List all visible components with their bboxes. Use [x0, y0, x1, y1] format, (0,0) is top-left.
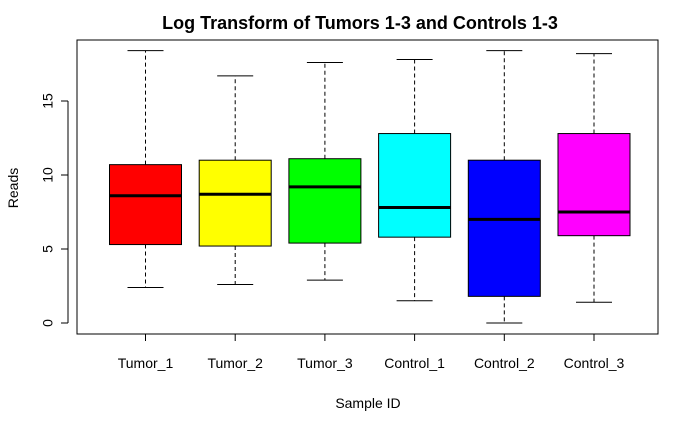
x-tick-label: Control_2: [474, 355, 535, 371]
box-body: [557, 133, 631, 237]
box-tumor-1: [109, 50, 182, 288]
box-tumor-2: [198, 75, 272, 286]
box-body: [467, 159, 541, 297]
y-tick-label: 0: [40, 319, 56, 327]
box-tumor-3: [288, 62, 362, 281]
y-axis-label: Reads: [5, 168, 21, 208]
x-tick-label: Tumor_1: [118, 355, 174, 371]
y-tick-label: 5: [40, 245, 56, 253]
boxes: [109, 50, 631, 324]
y-axis: 0 5 10 15: [40, 93, 69, 327]
box-body: [109, 164, 182, 246]
x-tick-label: Control_1: [384, 355, 445, 371]
x-tick-label: Control_3: [564, 355, 625, 371]
box-body: [378, 133, 452, 238]
box-control-3: [557, 53, 631, 303]
x-axis-label: Sample ID: [335, 395, 400, 411]
y-tick-label: 10: [40, 167, 56, 183]
box-control-2: [467, 50, 541, 324]
box-body: [198, 159, 272, 247]
x-tick-labels: Tumor_1 Tumor_2 Tumor_3 Control_1 Control_2 C…: [118, 334, 625, 371]
chart-title: Log Transform of Tumors 1-3 and Controls…: [162, 13, 558, 33]
box-body: [288, 158, 362, 244]
box-control-1: [378, 59, 452, 302]
x-tick-label: Tumor_3: [297, 355, 353, 371]
x-tick-label: Tumor_2: [207, 355, 263, 371]
plot-frame: [76, 39, 659, 335]
y-tick-label: 15: [40, 93, 56, 109]
